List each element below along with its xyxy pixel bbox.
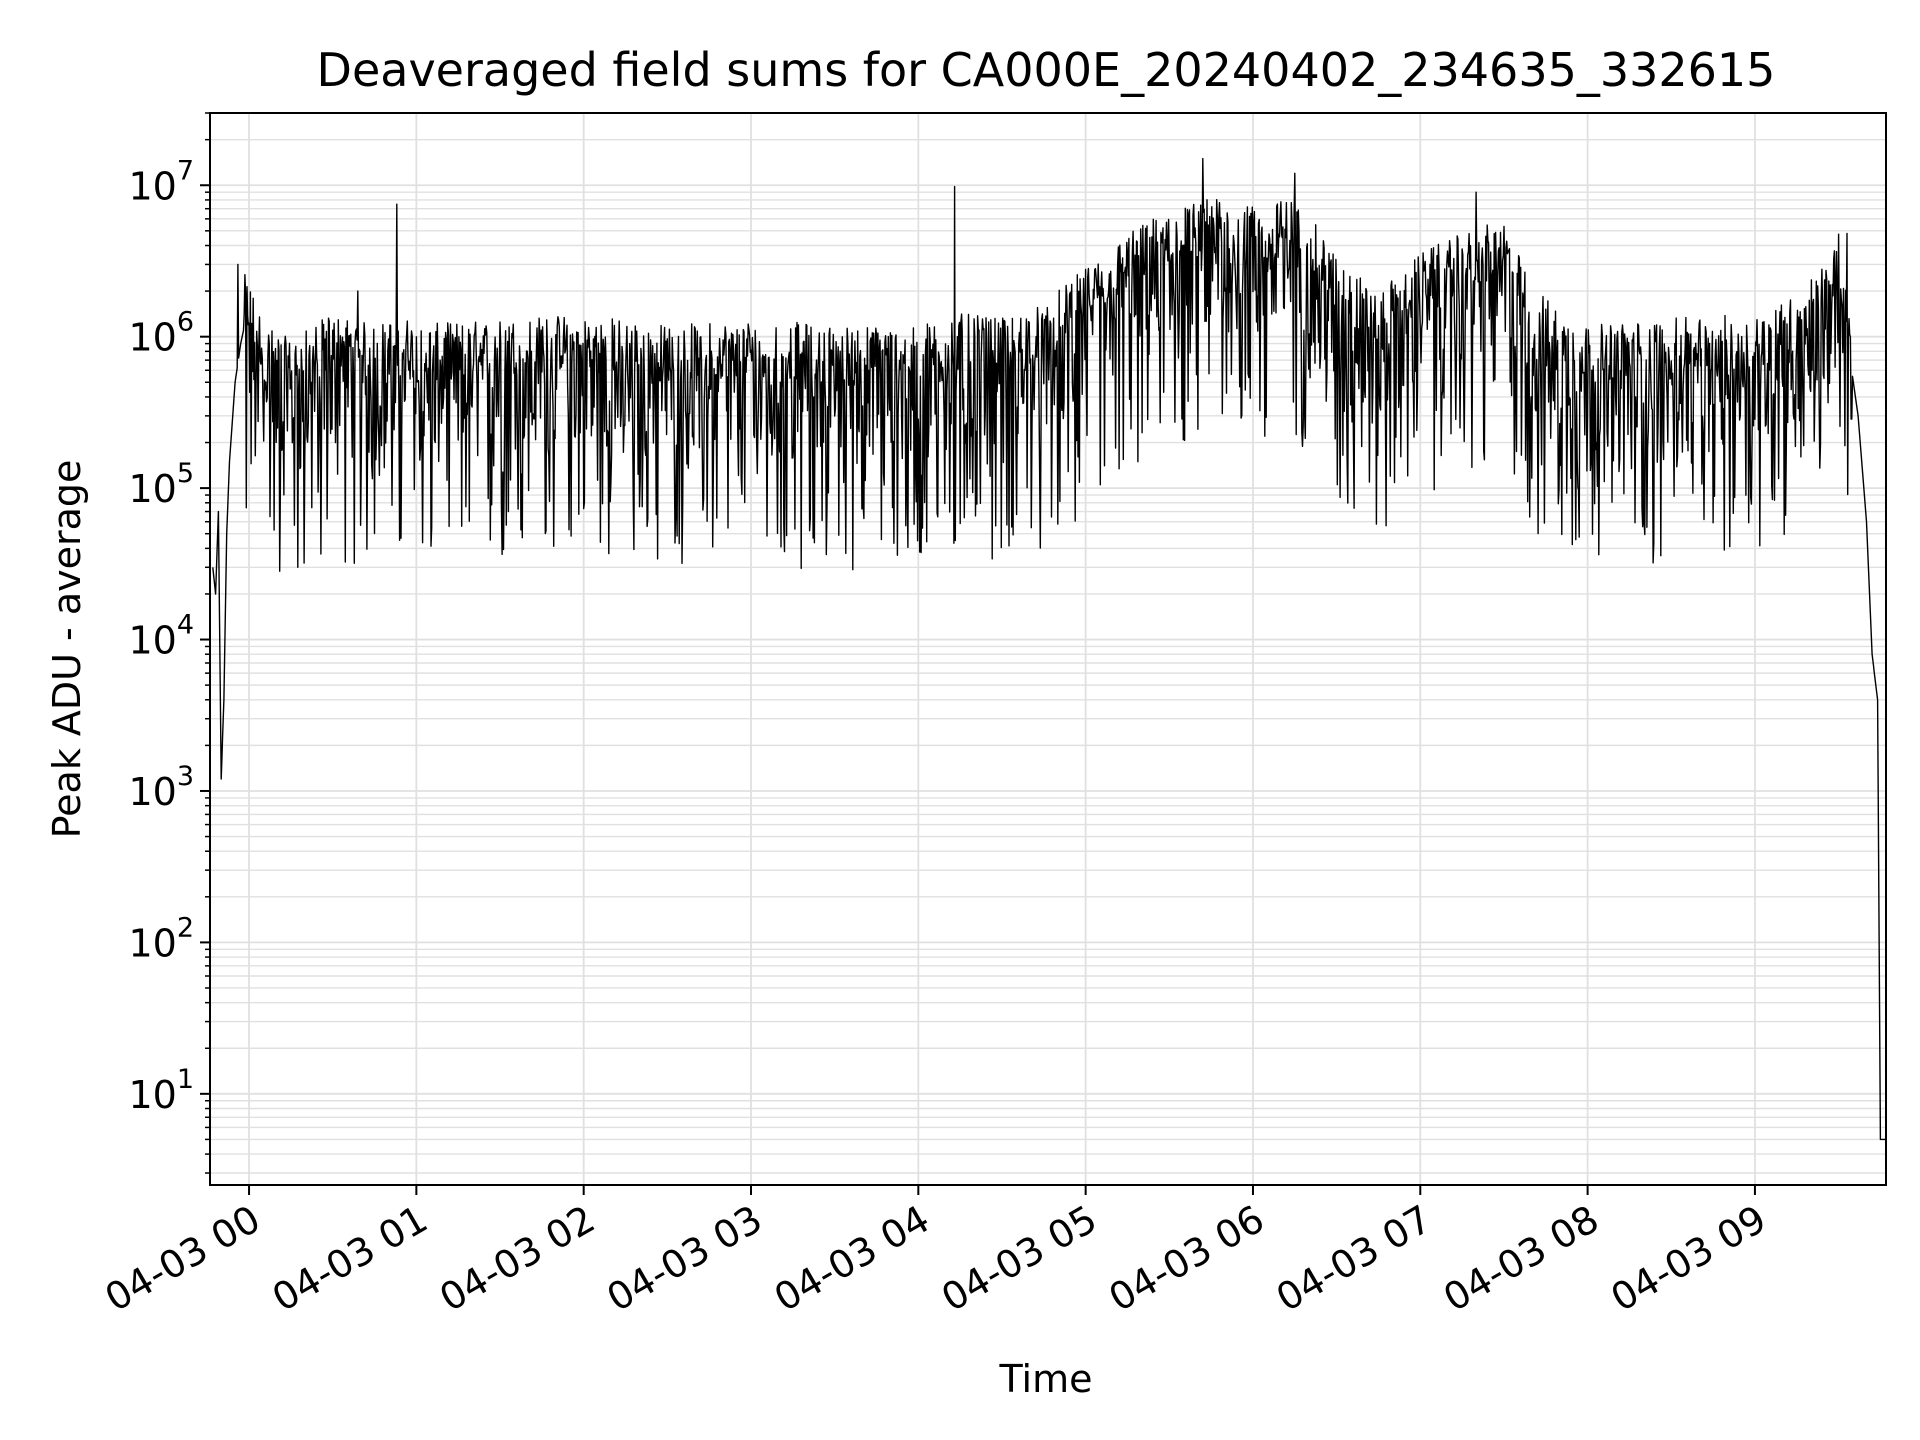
series-line: [212, 157, 1887, 1141]
y-tick-label: 105: [128, 458, 194, 511]
y-tick-label: 102: [128, 912, 194, 965]
y-axis: 101 102 103 104 105 106 107: [128, 112, 210, 1174]
y-tick-label: 101: [128, 1064, 194, 1117]
y-axis-label: Peak ADU - average: [45, 460, 89, 839]
y-tick-label: 106: [128, 307, 194, 360]
plot-frame: [209, 112, 1887, 1186]
y-tick-label: 104: [128, 610, 194, 663]
chart-title: Deaveraged field sums for CA000E_2024040…: [317, 43, 1776, 97]
x-axis-label: Time: [999, 1357, 1093, 1401]
series-group: [212, 157, 1887, 1141]
y-tick-label: 107: [128, 155, 194, 208]
y-tick-label: 103: [128, 761, 194, 814]
